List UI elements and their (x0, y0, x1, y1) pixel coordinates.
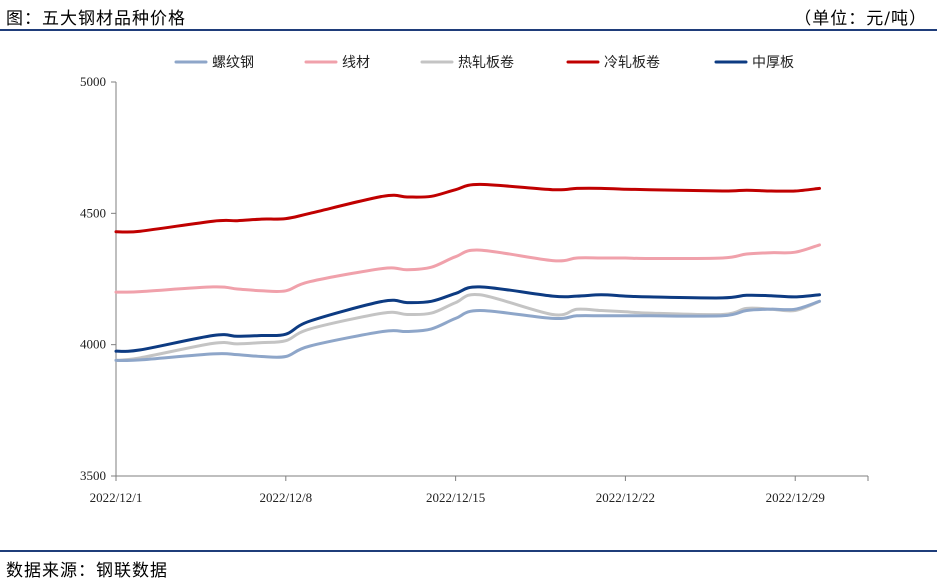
legend-label-3: 热轧板卷 (458, 55, 514, 71)
y-tick-label: 4500 (80, 205, 106, 220)
legend-label-4: 冷轧板卷 (604, 55, 660, 71)
chart-legend: 螺纹钢 线材 热轧板卷 冷轧板卷 中厚板 (174, 55, 794, 71)
series-line-1 (114, 299, 821, 363)
figure-title: 图：五大钢材品种价格 (6, 9, 186, 29)
series-line-3 (114, 292, 821, 362)
series-line-2 (114, 243, 821, 294)
y-tick-label: 4000 (80, 337, 106, 352)
series-line-4 (114, 182, 821, 234)
chart-axes: 3500 4000 4500 5000 2022/12/1 2022/12/8 2022/1… (80, 74, 869, 505)
top-rule (0, 29, 937, 31)
bottom-rule (0, 550, 937, 552)
x-tick-label: 2022/12/8 (259, 490, 312, 505)
y-tick-label: 5000 (80, 74, 106, 89)
legend-label-5: 中厚板 (752, 55, 794, 71)
x-tick-label: 2022/12/15 (426, 490, 485, 505)
header: 图：五大钢材品种价格 （单位：元/吨） (0, 0, 937, 30)
price-line-chart: 螺纹钢 线材 热轧板卷 冷轧板卷 中厚板 3500 4000 4500 5000 2022/12… (80, 55, 869, 505)
series-line-5 (114, 285, 821, 353)
x-tick-label: 2022/12/29 (766, 490, 825, 505)
y-tick-label: 3500 (80, 468, 106, 483)
x-tick-label: 2022/12/22 (596, 490, 655, 505)
unit-label: （单位：元/吨） (794, 9, 927, 29)
source-note: 数据来源：钢联数据 (6, 561, 168, 581)
chart-series (114, 182, 821, 363)
legend-label-1: 螺纹钢 (212, 55, 254, 71)
x-tick-label: 2022/12/1 (90, 490, 143, 505)
legend-label-2: 线材 (342, 55, 370, 71)
